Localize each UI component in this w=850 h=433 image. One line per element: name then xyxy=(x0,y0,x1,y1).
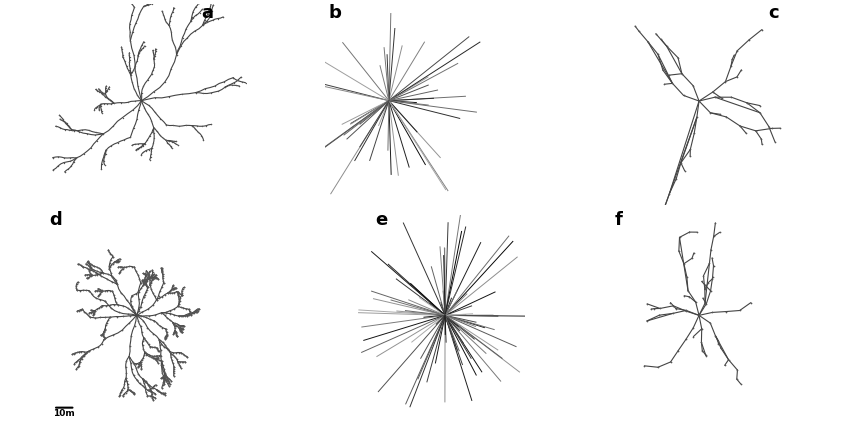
Text: b: b xyxy=(329,4,342,23)
Text: 10m: 10m xyxy=(54,409,75,418)
Text: f: f xyxy=(615,211,622,229)
Text: d: d xyxy=(49,211,62,229)
Text: a: a xyxy=(201,4,213,23)
Text: c: c xyxy=(768,4,779,23)
Text: e: e xyxy=(375,211,387,229)
